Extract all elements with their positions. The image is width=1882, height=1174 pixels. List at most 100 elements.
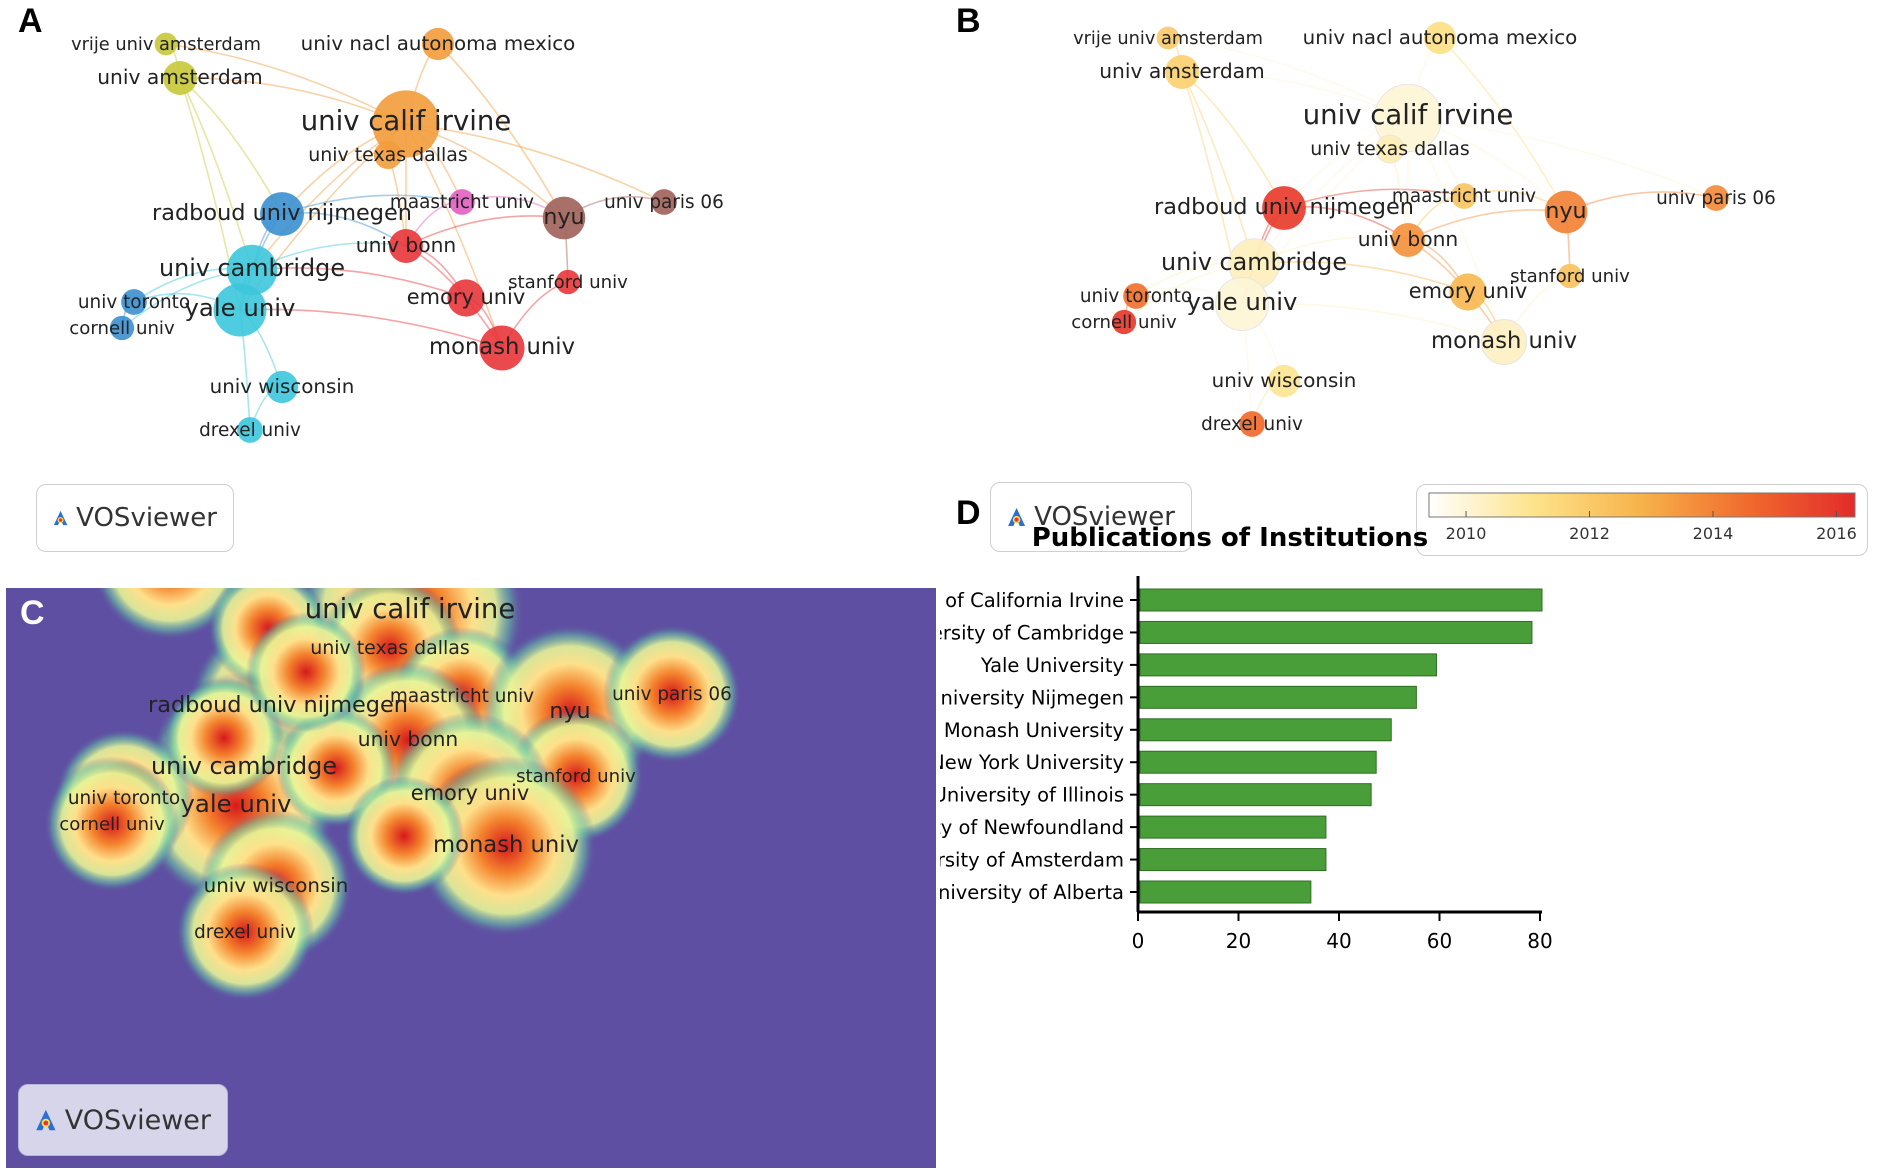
node-emory[interactable] (1449, 273, 1487, 311)
link (239, 308, 503, 349)
density-core (344, 776, 464, 896)
node-vrije[interactable] (154, 32, 178, 56)
category-label: University of Cambridge (940, 621, 1124, 644)
node-label-bonn: univ bonn (358, 727, 458, 751)
node-label-amsterdam: univ amsterdam (97, 65, 263, 89)
node-stanford[interactable] (1557, 263, 1583, 289)
node-monash[interactable] (479, 325, 525, 371)
node-label-cambridge: univ cambridge (1161, 248, 1347, 276)
node-drexel[interactable] (1239, 411, 1265, 437)
colorbar-tick-label: 2014 (1693, 524, 1734, 543)
node-stanford[interactable] (555, 269, 581, 295)
bar-3 (1139, 685, 1417, 709)
node-texas[interactable] (373, 140, 403, 170)
node-nyu[interactable] (542, 196, 586, 240)
panel-b-letter: B (956, 2, 981, 40)
node-label-nacl: univ nacl autonoma mexico (1303, 26, 1578, 49)
node-cornell[interactable] (1111, 309, 1137, 335)
vosviewer-badge-b: VOSviewer (990, 482, 1192, 552)
node-label-irvine: univ calif irvine (301, 105, 512, 137)
node-label-emory: emory univ (407, 285, 525, 309)
network-map-b: vrije univ amsterdam univ amsterdam univ n… (1071, 21, 1776, 437)
node-bonn[interactable] (389, 229, 423, 263)
node-emory[interactable] (447, 279, 485, 317)
node-yale[interactable] (213, 283, 267, 337)
category-label: University of Alberta (940, 881, 1124, 904)
node-amsterdam[interactable] (163, 61, 197, 95)
node-label-drexel: drexel univ (194, 922, 296, 943)
category-label: University of Amsterdam (940, 849, 1124, 872)
link (165, 43, 407, 125)
node-label-nyu: nyu (549, 698, 590, 724)
node-toronto[interactable] (121, 289, 147, 315)
colorbar-tick-label: 2010 (1446, 524, 1487, 543)
node-label-amsterdam: univ amsterdam (1099, 59, 1265, 83)
node-nacl[interactable] (421, 27, 455, 61)
node-cambridge[interactable] (226, 244, 278, 296)
node-nacl[interactable] (1423, 21, 1457, 55)
node-label-bonn: univ bonn (1358, 227, 1458, 251)
node-label-texas: univ texas dallas (310, 637, 470, 659)
node-label-vrije: vrije univ amsterdam (1073, 28, 1263, 49)
bar-7 (1139, 815, 1327, 839)
link (1283, 188, 1465, 209)
node-maastricht[interactable] (1451, 183, 1477, 209)
link (1253, 261, 1469, 293)
node-label-cornell: cornell univ (1071, 312, 1177, 333)
link (1181, 71, 1255, 265)
vosviewer-label-a: VOSviewer (76, 503, 217, 533)
bar-9 (1139, 880, 1312, 904)
density-amsterdam (96, 588, 244, 641)
node-radboud[interactable] (1262, 186, 1306, 230)
link (1439, 37, 1567, 213)
colorbar-tick-label: 2012 (1569, 524, 1610, 543)
year-colorbar: 2010 2012 2014 2016 (1428, 492, 1857, 543)
bar-6 (1139, 783, 1372, 807)
vosviewer-label-c: VOSviewer (64, 1104, 211, 1136)
node-drexel[interactable] (237, 417, 263, 443)
node-label-toronto: univ toronto (78, 292, 190, 313)
node-label-texas: univ texas dallas (308, 144, 468, 166)
node-amsterdam[interactable] (1165, 55, 1199, 89)
node-label-paris: univ paris 06 (612, 684, 732, 705)
node-maastricht[interactable] (449, 189, 475, 215)
node-label-radboud: radboud univ nijmegen (148, 692, 408, 718)
node-cornell[interactable] (109, 315, 135, 341)
node-yale[interactable] (1215, 277, 1269, 331)
panel-d-bar-chart: D Publications of Institutions University… (940, 488, 1882, 1174)
vosviewer-logo-icon (53, 510, 68, 526)
node-paris[interactable] (1703, 185, 1729, 211)
category-label: Monash University (944, 719, 1124, 742)
node-wisconsin[interactable] (1267, 364, 1301, 398)
node-toronto[interactable] (1123, 283, 1149, 309)
bar-4 (1139, 718, 1392, 742)
node-vrije[interactable] (1156, 26, 1180, 50)
node-label-toronto: univ toronto (1080, 286, 1192, 307)
node-paris[interactable] (651, 189, 677, 215)
density-core (164, 678, 284, 798)
density-cornell (44, 756, 180, 892)
node-texas[interactable] (1375, 134, 1405, 164)
bar-2 (1139, 653, 1437, 677)
node-monash[interactable] (1480, 318, 1528, 366)
node-label-paris: univ paris 06 (1656, 188, 1776, 209)
vosviewer-logo-icon (1008, 507, 1026, 527)
panel-a-network: A vrije univ amsterdam univ amsterdam univ… (0, 0, 940, 572)
node-nyu[interactable] (1544, 190, 1588, 234)
bar-8 (1139, 848, 1327, 872)
node-bonn[interactable] (1391, 223, 1425, 257)
link (1241, 302, 1505, 343)
link (437, 43, 565, 219)
node-irvine[interactable] (372, 90, 440, 158)
x-tick-label: 40 (1326, 929, 1351, 953)
node-radboud[interactable] (260, 192, 304, 236)
density-paris (602, 624, 742, 764)
panel-c-letter: C (20, 594, 45, 632)
category-label: New York University (940, 751, 1124, 774)
node-label-emory: emory univ (411, 781, 529, 805)
node-wisconsin[interactable] (265, 370, 299, 404)
node-label-yale: yale univ (185, 293, 296, 322)
node-label-monash: monash univ (1431, 328, 1577, 354)
node-label-wisconsin: univ wisconsin (210, 375, 355, 398)
